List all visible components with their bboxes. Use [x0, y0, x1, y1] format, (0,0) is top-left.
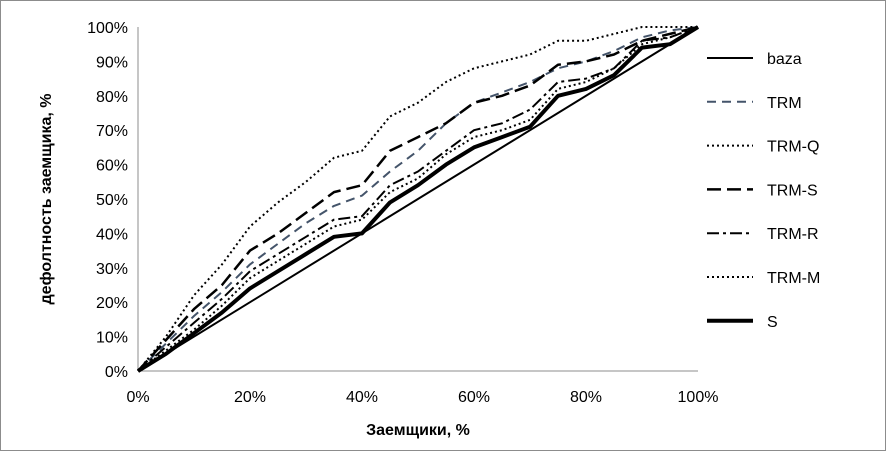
series-line-trm [137, 26, 699, 372]
y-tick-label: 40% [96, 226, 128, 243]
series-line-trm-s [137, 25, 699, 372]
series-line-trm-r [137, 26, 699, 372]
legend-label-trm-r: TRM-R [767, 226, 819, 243]
y-tick-label: 90% [96, 54, 128, 71]
legend-label-s: S [767, 314, 778, 331]
x-tick-label: 40% [346, 389, 378, 406]
series-line-trm-q [137, 26, 698, 372]
series-line-baza [137, 26, 699, 372]
x-axis-title: Заемщики, % [366, 422, 470, 439]
legend-label-trm: TRM [767, 95, 802, 112]
x-tick-label: 0% [126, 389, 149, 406]
series-line-s [136, 25, 700, 373]
y-tick-label: 10% [96, 330, 128, 347]
y-tick-label: 30% [96, 261, 128, 278]
y-tick-label: 100% [87, 20, 128, 37]
y-tick-label: 80% [96, 89, 128, 106]
x-tick-label: 60% [458, 389, 490, 406]
y-tick-label: 60% [96, 158, 128, 175]
y-axis-title: дефолтность заемщика, % [38, 94, 55, 305]
legend-label-trm-m: TRM-M [767, 270, 820, 287]
x-tick-label: 100% [678, 389, 719, 406]
x-tick-label: 20% [234, 389, 266, 406]
legend-label-trm-q: TRM-Q [767, 139, 819, 156]
y-tick-label: 0% [105, 364, 128, 381]
y-tick-label: 20% [96, 295, 128, 312]
legend-label-baza: baza [767, 51, 802, 68]
x-tick-label: 80% [570, 389, 602, 406]
legend-label-trm-s: TRM-S [767, 182, 818, 199]
y-tick-label: 70% [96, 123, 128, 140]
y-tick-label: 50% [96, 192, 128, 209]
